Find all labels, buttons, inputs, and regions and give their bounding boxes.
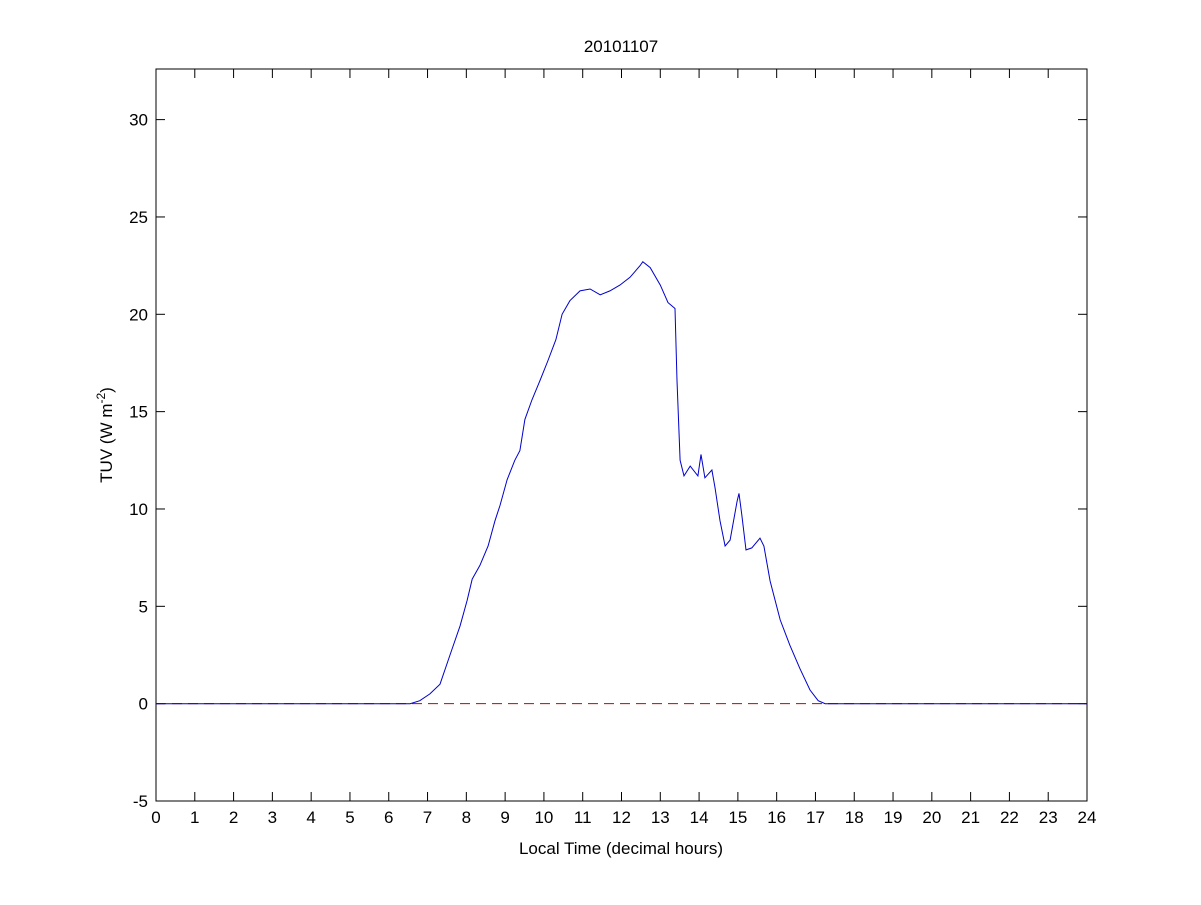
- ticks: 0 1 2 3 4 5 6 7 8 9 10 11 12 13 14 15 16 17 18 19 20 21 22 23 24…: [129, 69, 1096, 827]
- series-line: [156, 260, 1087, 705]
- x-tick-label: 2: [229, 808, 238, 827]
- chart-title: 20101107: [584, 37, 658, 56]
- x-tick-label: 8: [462, 808, 471, 827]
- x-tick-label: 6: [384, 808, 393, 827]
- x-tick-label: 22: [1000, 808, 1019, 827]
- x-tick-label: 11: [574, 808, 592, 827]
- x-tick-label: 13: [651, 808, 670, 827]
- x-tick-label: 17: [806, 808, 825, 827]
- x-tick-label: 24: [1078, 808, 1097, 827]
- x-tick-label: 3: [268, 808, 277, 827]
- x-tick-label: 5: [345, 808, 354, 827]
- y-tick-label: 0: [139, 695, 148, 714]
- x-tick-label: 14: [690, 808, 709, 827]
- y-tick-label: 25: [129, 208, 148, 227]
- y-tick-label: 10: [129, 500, 148, 519]
- x-tick-label: 4: [306, 808, 315, 827]
- x-tick-label: 0: [151, 808, 160, 827]
- x-tick-label: 18: [845, 808, 864, 827]
- x-tick-label: 12: [612, 808, 631, 827]
- y-tick-label: -5: [133, 792, 148, 811]
- y-tick-label: 20: [129, 305, 148, 324]
- x-tick-label: 10: [534, 808, 553, 827]
- x-tick-label: 20: [922, 808, 941, 827]
- plot-area: [155, 68, 1088, 802]
- x-tick-label: 21: [961, 808, 980, 827]
- y-tick-label: 5: [139, 597, 148, 616]
- x-axis-label: Local Time (decimal hours): [519, 839, 723, 858]
- x-tick-label: 1: [190, 808, 199, 827]
- y-tick-label: 15: [129, 403, 148, 422]
- x-tick-label: 7: [423, 808, 432, 827]
- x-tick-label: 16: [767, 808, 786, 827]
- x-tick-label: 9: [500, 808, 509, 827]
- x-tick-label: 15: [728, 808, 747, 827]
- x-tick-label: 19: [884, 808, 903, 827]
- y-axis-label: TUV (W m-2): [94, 387, 116, 483]
- x-tick-label: 23: [1039, 808, 1058, 827]
- y-tick-label: 30: [129, 111, 148, 130]
